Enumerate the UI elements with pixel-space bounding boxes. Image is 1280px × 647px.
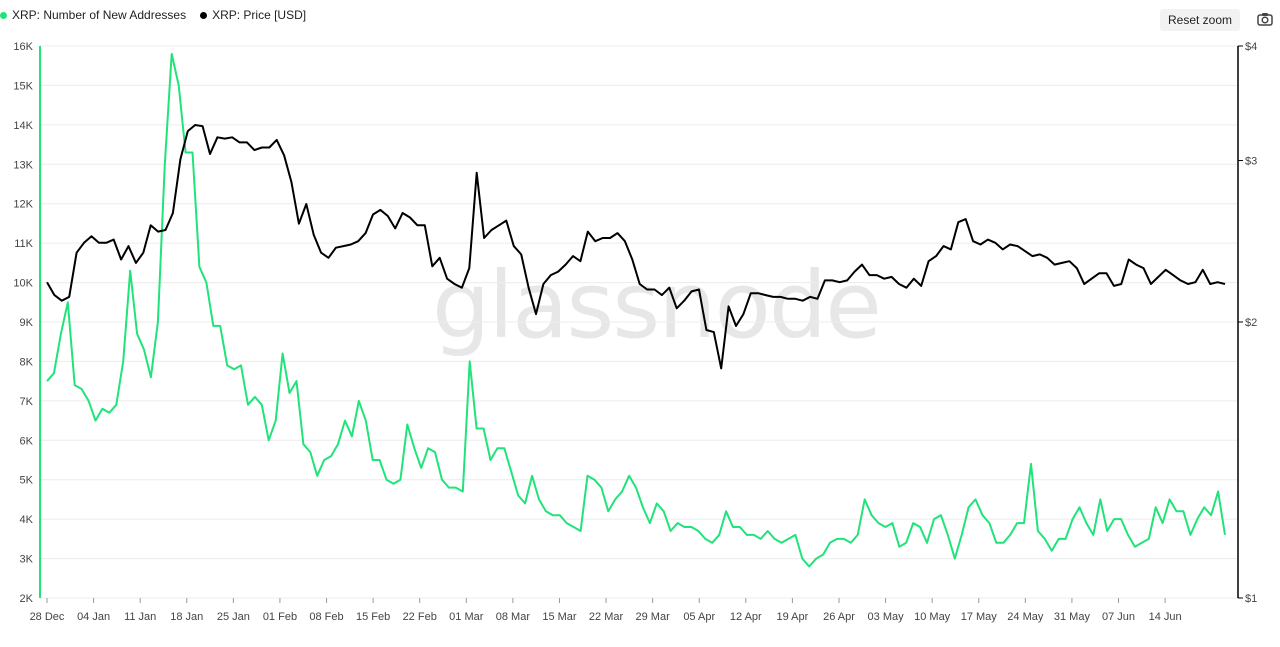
y-right-tick-label: $2 bbox=[1245, 317, 1257, 329]
x-tick-label: 19 Apr bbox=[776, 611, 808, 623]
legend-item-new-addresses[interactable]: XRP: Number of New Addresses bbox=[0, 8, 186, 22]
x-tick-label: 14 Jun bbox=[1149, 611, 1182, 623]
legend-dot-icon bbox=[0, 11, 7, 19]
chart-legend: XRP: Number of New Addresses XRP: Price … bbox=[0, 8, 306, 22]
x-tick-label: 10 May bbox=[914, 611, 951, 623]
y-left-tick-label: 13K bbox=[13, 159, 33, 171]
y-left-tick-label: 5K bbox=[20, 475, 34, 487]
y-left-tick-label: 2K bbox=[20, 593, 34, 605]
y-right-tick-label: $1 bbox=[1245, 593, 1257, 605]
y-left-tick-label: 4K bbox=[20, 514, 34, 526]
x-tick-label: 15 Mar bbox=[542, 611, 577, 623]
x-tick-label: 15 Feb bbox=[356, 611, 390, 623]
y-left-tick-label: 14K bbox=[13, 120, 33, 132]
y-left-tick-label: 6K bbox=[20, 435, 34, 447]
y-left-tick-label: 7K bbox=[20, 396, 34, 408]
x-tick-label: 18 Jan bbox=[170, 611, 203, 623]
series-line-price[interactable] bbox=[46, 124, 1226, 370]
legend-dot-icon bbox=[200, 11, 208, 19]
y-left-tick-label: 15K bbox=[13, 80, 33, 92]
x-tick-label: 01 Feb bbox=[263, 611, 297, 623]
legend-label: XRP: Number of New Addresses bbox=[12, 8, 187, 22]
x-tick-label: 22 Feb bbox=[403, 611, 437, 623]
reset-zoom-label: Reset zoom bbox=[1168, 13, 1233, 27]
x-tick-label: 22 Mar bbox=[589, 611, 624, 623]
y-left-tick-label: 10K bbox=[13, 278, 33, 290]
reset-zoom-button[interactable]: Reset zoom bbox=[1160, 9, 1241, 31]
x-tick-label: 08 Mar bbox=[496, 611, 531, 623]
x-tick-label: 12 Apr bbox=[730, 611, 762, 623]
camera-icon[interactable] bbox=[1256, 10, 1274, 28]
y-left-tick-label: 9K bbox=[20, 317, 34, 329]
y-left-tick-label: 8K bbox=[20, 356, 34, 368]
series-line-new-addresses[interactable] bbox=[46, 52, 1226, 568]
x-tick-label: 08 Feb bbox=[309, 611, 343, 623]
x-tick-label: 25 Jan bbox=[217, 611, 250, 623]
x-tick-label: 04 Jan bbox=[77, 611, 110, 623]
x-tick-label: 01 Mar bbox=[449, 611, 484, 623]
y-left-tick-label: 3K bbox=[20, 554, 34, 566]
x-tick-label: 28 Dec bbox=[30, 611, 65, 623]
x-tick-label: 24 May bbox=[1007, 611, 1044, 623]
x-tick-label: 26 Apr bbox=[823, 611, 855, 623]
x-tick-label: 11 Jan bbox=[124, 611, 156, 623]
x-tick-label: 29 Mar bbox=[636, 611, 671, 623]
x-tick-label: 17 May bbox=[961, 611, 998, 623]
x-tick-label: 07 Jun bbox=[1102, 611, 1135, 623]
legend-label: XRP: Price [USD] bbox=[212, 8, 307, 22]
y-right-tick-label: $3 bbox=[1245, 156, 1257, 168]
y-left-tick-label: 11K bbox=[14, 238, 33, 250]
y-right-tick-label: $4 bbox=[1245, 41, 1257, 53]
legend-item-price[interactable]: XRP: Price [USD] bbox=[200, 8, 306, 22]
x-tick-label: 05 Apr bbox=[683, 611, 715, 623]
y-left-tick-label: 12K bbox=[13, 199, 33, 211]
watermark: glassnode bbox=[432, 252, 882, 359]
x-tick-label: 03 May bbox=[868, 611, 905, 623]
x-tick-label: 31 May bbox=[1054, 611, 1091, 623]
y-left-tick-label: 16K bbox=[13, 41, 33, 53]
